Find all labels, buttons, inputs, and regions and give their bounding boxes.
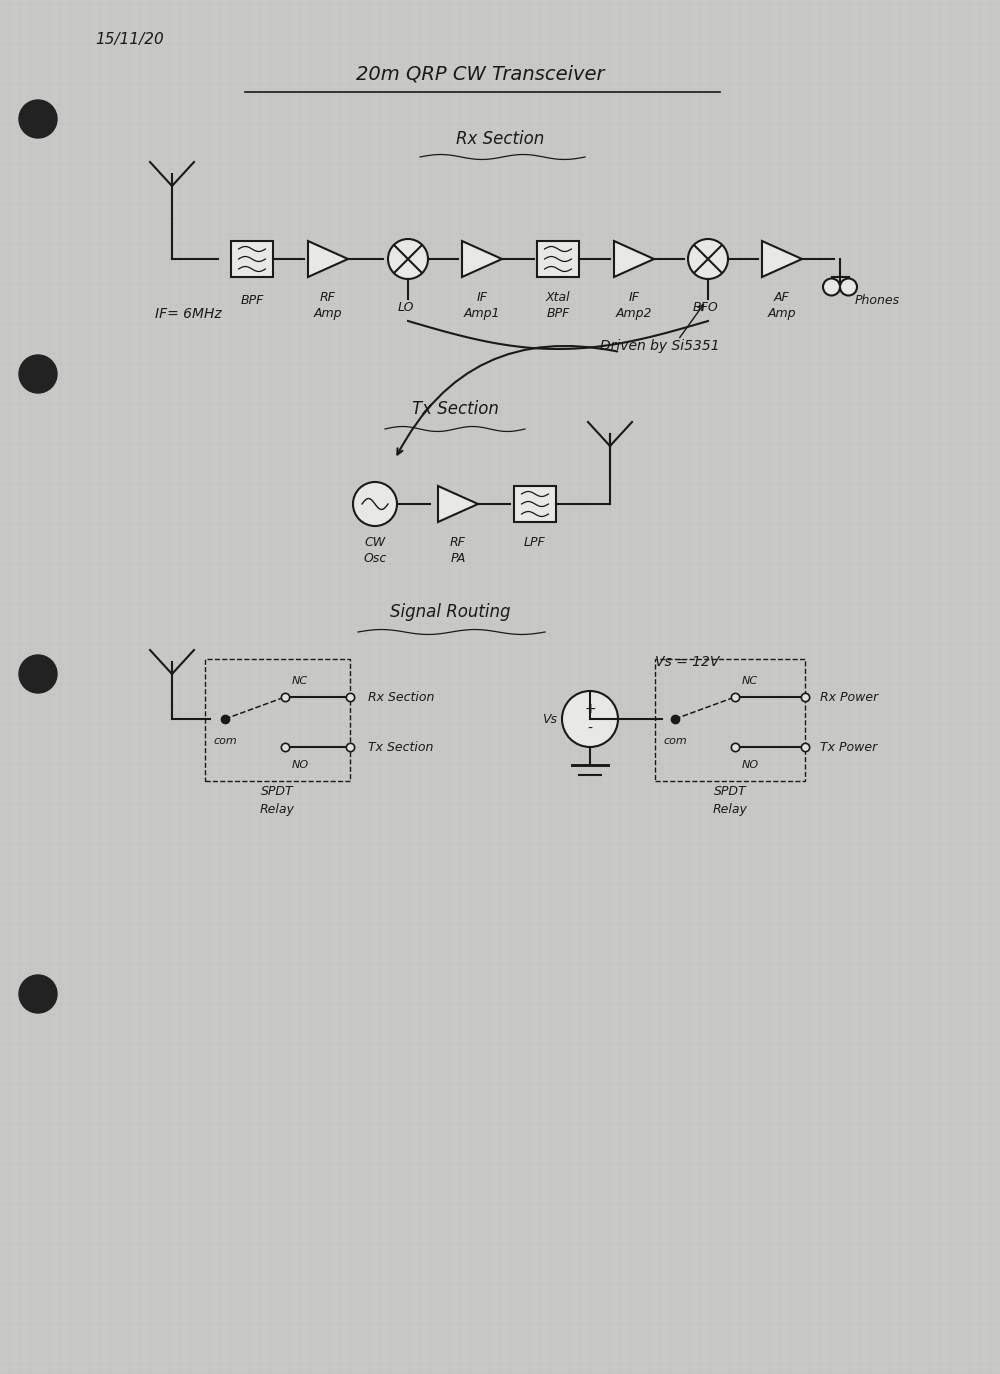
- Polygon shape: [614, 240, 654, 278]
- Circle shape: [19, 976, 57, 1013]
- Text: BPF: BPF: [546, 306, 570, 320]
- Text: IF: IF: [477, 290, 488, 304]
- Circle shape: [562, 691, 618, 747]
- Text: Amp: Amp: [314, 306, 342, 320]
- Bar: [205, 660, 350, 780]
- Text: 20m QRP CW Transceiver: 20m QRP CW Transceiver: [356, 65, 604, 84]
- Circle shape: [353, 482, 397, 526]
- Circle shape: [688, 239, 728, 279]
- Text: Relay: Relay: [260, 802, 294, 816]
- Text: Amp1: Amp1: [464, 306, 500, 320]
- Text: +: +: [584, 702, 596, 716]
- Text: Relay: Relay: [713, 802, 747, 816]
- Text: Rx Section: Rx Section: [368, 691, 434, 703]
- Bar: [655, 660, 805, 780]
- Bar: [537, 240, 579, 278]
- Text: LO: LO: [398, 301, 414, 313]
- Polygon shape: [762, 240, 802, 278]
- Text: SPDT: SPDT: [714, 785, 746, 797]
- Text: Driven by Si5351: Driven by Si5351: [600, 339, 720, 353]
- Text: IF= 6MHz: IF= 6MHz: [155, 306, 222, 322]
- Text: Phones: Phones: [855, 294, 900, 308]
- Text: CW: CW: [364, 536, 386, 548]
- Text: RF: RF: [450, 536, 466, 548]
- Text: com: com: [213, 736, 237, 746]
- Text: Tx Power: Tx Power: [820, 741, 877, 753]
- Text: NC: NC: [742, 676, 758, 686]
- Text: Tx Section: Tx Section: [412, 400, 498, 418]
- Text: -: -: [588, 721, 592, 736]
- Text: LPF: LPF: [524, 536, 546, 548]
- Bar: [231, 240, 273, 278]
- Circle shape: [19, 354, 57, 393]
- Bar: [514, 486, 556, 522]
- Circle shape: [823, 279, 840, 295]
- Text: 15/11/20: 15/11/20: [95, 32, 164, 47]
- Text: BPF: BPF: [240, 294, 264, 308]
- Polygon shape: [308, 240, 348, 278]
- Text: Xtal: Xtal: [546, 290, 570, 304]
- Text: NC: NC: [292, 676, 308, 686]
- Text: Vs: Vs: [542, 713, 558, 725]
- Text: com: com: [663, 736, 687, 746]
- Text: NO: NO: [292, 760, 309, 769]
- Polygon shape: [462, 240, 502, 278]
- Text: Signal Routing: Signal Routing: [390, 603, 510, 621]
- Text: Tx Section: Tx Section: [368, 741, 433, 753]
- Text: Rx Section: Rx Section: [456, 131, 544, 148]
- Text: IF: IF: [629, 290, 640, 304]
- Text: Vs = 12V: Vs = 12V: [655, 655, 719, 669]
- Polygon shape: [438, 486, 478, 522]
- Text: Rx Power: Rx Power: [820, 691, 878, 703]
- Text: BFO: BFO: [693, 301, 719, 313]
- Text: Amp2: Amp2: [616, 306, 652, 320]
- Text: PA: PA: [450, 551, 466, 565]
- Text: NO: NO: [742, 760, 759, 769]
- Circle shape: [19, 100, 57, 137]
- Text: Osc: Osc: [363, 551, 387, 565]
- Circle shape: [840, 279, 857, 295]
- Text: Amp: Amp: [768, 306, 796, 320]
- Circle shape: [388, 239, 428, 279]
- Text: AF: AF: [774, 290, 790, 304]
- Circle shape: [19, 655, 57, 692]
- Text: SPDT: SPDT: [261, 785, 293, 797]
- Text: RF: RF: [320, 290, 336, 304]
